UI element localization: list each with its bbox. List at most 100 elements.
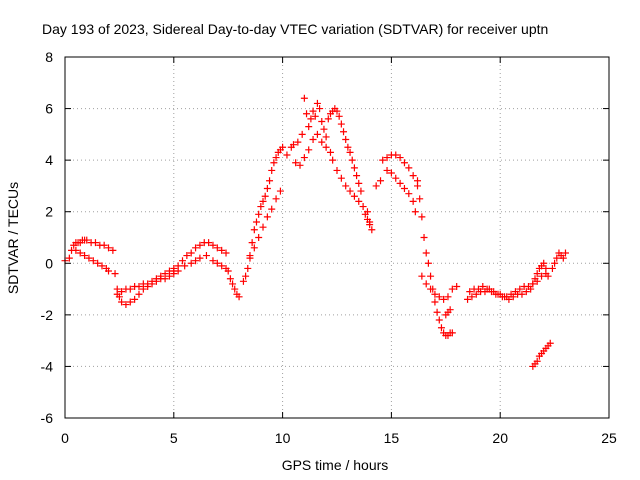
data-point — [181, 262, 189, 270]
x-tick-labels: 0 5 10 15 20 25 — [61, 430, 617, 446]
data-point — [411, 208, 419, 216]
data-point — [361, 210, 369, 218]
data-point — [300, 154, 308, 162]
data-point — [226, 275, 234, 283]
data-point — [420, 234, 428, 241]
data-point — [431, 298, 439, 306]
data-point — [98, 262, 106, 270]
data-point — [322, 143, 330, 151]
data-point — [318, 138, 326, 146]
data-point — [337, 120, 345, 128]
data-point — [383, 166, 391, 174]
data-point — [239, 277, 247, 285]
data-point — [252, 218, 260, 226]
data-point — [283, 151, 291, 159]
data-point — [118, 288, 126, 296]
data-point — [531, 275, 539, 283]
data-point — [409, 197, 417, 205]
data-point — [135, 290, 143, 298]
y-tick-label: -6 — [41, 410, 54, 426]
data-point — [300, 94, 308, 102]
data-point — [342, 136, 350, 144]
data-point — [505, 295, 513, 303]
data-point — [392, 151, 400, 159]
data-point — [516, 285, 524, 293]
data-point — [333, 107, 341, 115]
data-point — [392, 174, 400, 182]
data-point — [400, 159, 408, 167]
data-point — [553, 254, 561, 262]
data-point — [342, 182, 350, 190]
data-point — [113, 290, 121, 298]
data-point — [472, 290, 480, 298]
data-point — [279, 143, 287, 151]
data-point — [522, 288, 530, 296]
data-point — [266, 177, 274, 185]
data-point — [244, 264, 252, 272]
y-tick-label: 4 — [45, 152, 53, 168]
data-point — [246, 254, 254, 262]
data-point — [294, 138, 302, 146]
data-point — [192, 244, 200, 252]
y-tick-label: 0 — [45, 255, 53, 271]
data-point — [196, 254, 204, 262]
data-point — [83, 236, 91, 244]
data-point — [359, 203, 367, 211]
data-point — [316, 105, 324, 113]
data-point — [444, 293, 452, 301]
data-point — [126, 285, 134, 293]
data-point — [548, 264, 556, 272]
data-point — [479, 282, 487, 290]
data-point — [405, 190, 413, 198]
data-point — [109, 246, 117, 254]
data-point — [405, 164, 413, 172]
data-point — [383, 154, 391, 162]
data-point — [209, 241, 217, 249]
data-point — [355, 179, 363, 187]
data-point — [224, 267, 232, 275]
data-point — [559, 254, 567, 262]
data-point — [250, 226, 258, 234]
data-point — [474, 285, 482, 293]
data-point — [255, 234, 263, 241]
data-point — [320, 125, 328, 133]
data-point — [259, 197, 267, 205]
data-point — [148, 277, 156, 285]
data-point — [196, 241, 204, 249]
data-point — [305, 146, 313, 154]
data-point — [533, 270, 541, 278]
data-point — [91, 239, 99, 247]
x-tick-label: 15 — [384, 430, 400, 446]
data-point — [326, 148, 334, 156]
data-point — [311, 112, 319, 120]
data-point — [144, 280, 152, 288]
data-point — [418, 213, 426, 221]
data-point — [192, 257, 200, 265]
data-point — [222, 249, 230, 257]
data-point — [363, 215, 371, 223]
data-point — [322, 133, 330, 141]
data-point — [135, 282, 143, 290]
data-point — [353, 172, 361, 180]
data-point — [268, 166, 276, 174]
data-point — [218, 262, 226, 270]
data-point — [440, 295, 448, 303]
data-point — [292, 159, 300, 167]
data-point — [324, 115, 332, 123]
data-point — [257, 203, 265, 211]
data-point — [187, 259, 195, 267]
data-point — [424, 259, 432, 267]
data-point — [161, 270, 169, 278]
data-point — [309, 107, 317, 115]
y-tick-labels: -6 -4 -2 0 2 4 6 8 — [41, 49, 54, 426]
data-point — [270, 159, 278, 167]
data-point — [396, 154, 404, 162]
data-point — [105, 244, 113, 252]
data-point — [272, 195, 280, 203]
x-tick-label: 20 — [492, 430, 508, 446]
data-point — [213, 244, 221, 252]
data-point — [483, 285, 491, 293]
data-point — [431, 290, 439, 298]
data-point — [427, 285, 435, 293]
